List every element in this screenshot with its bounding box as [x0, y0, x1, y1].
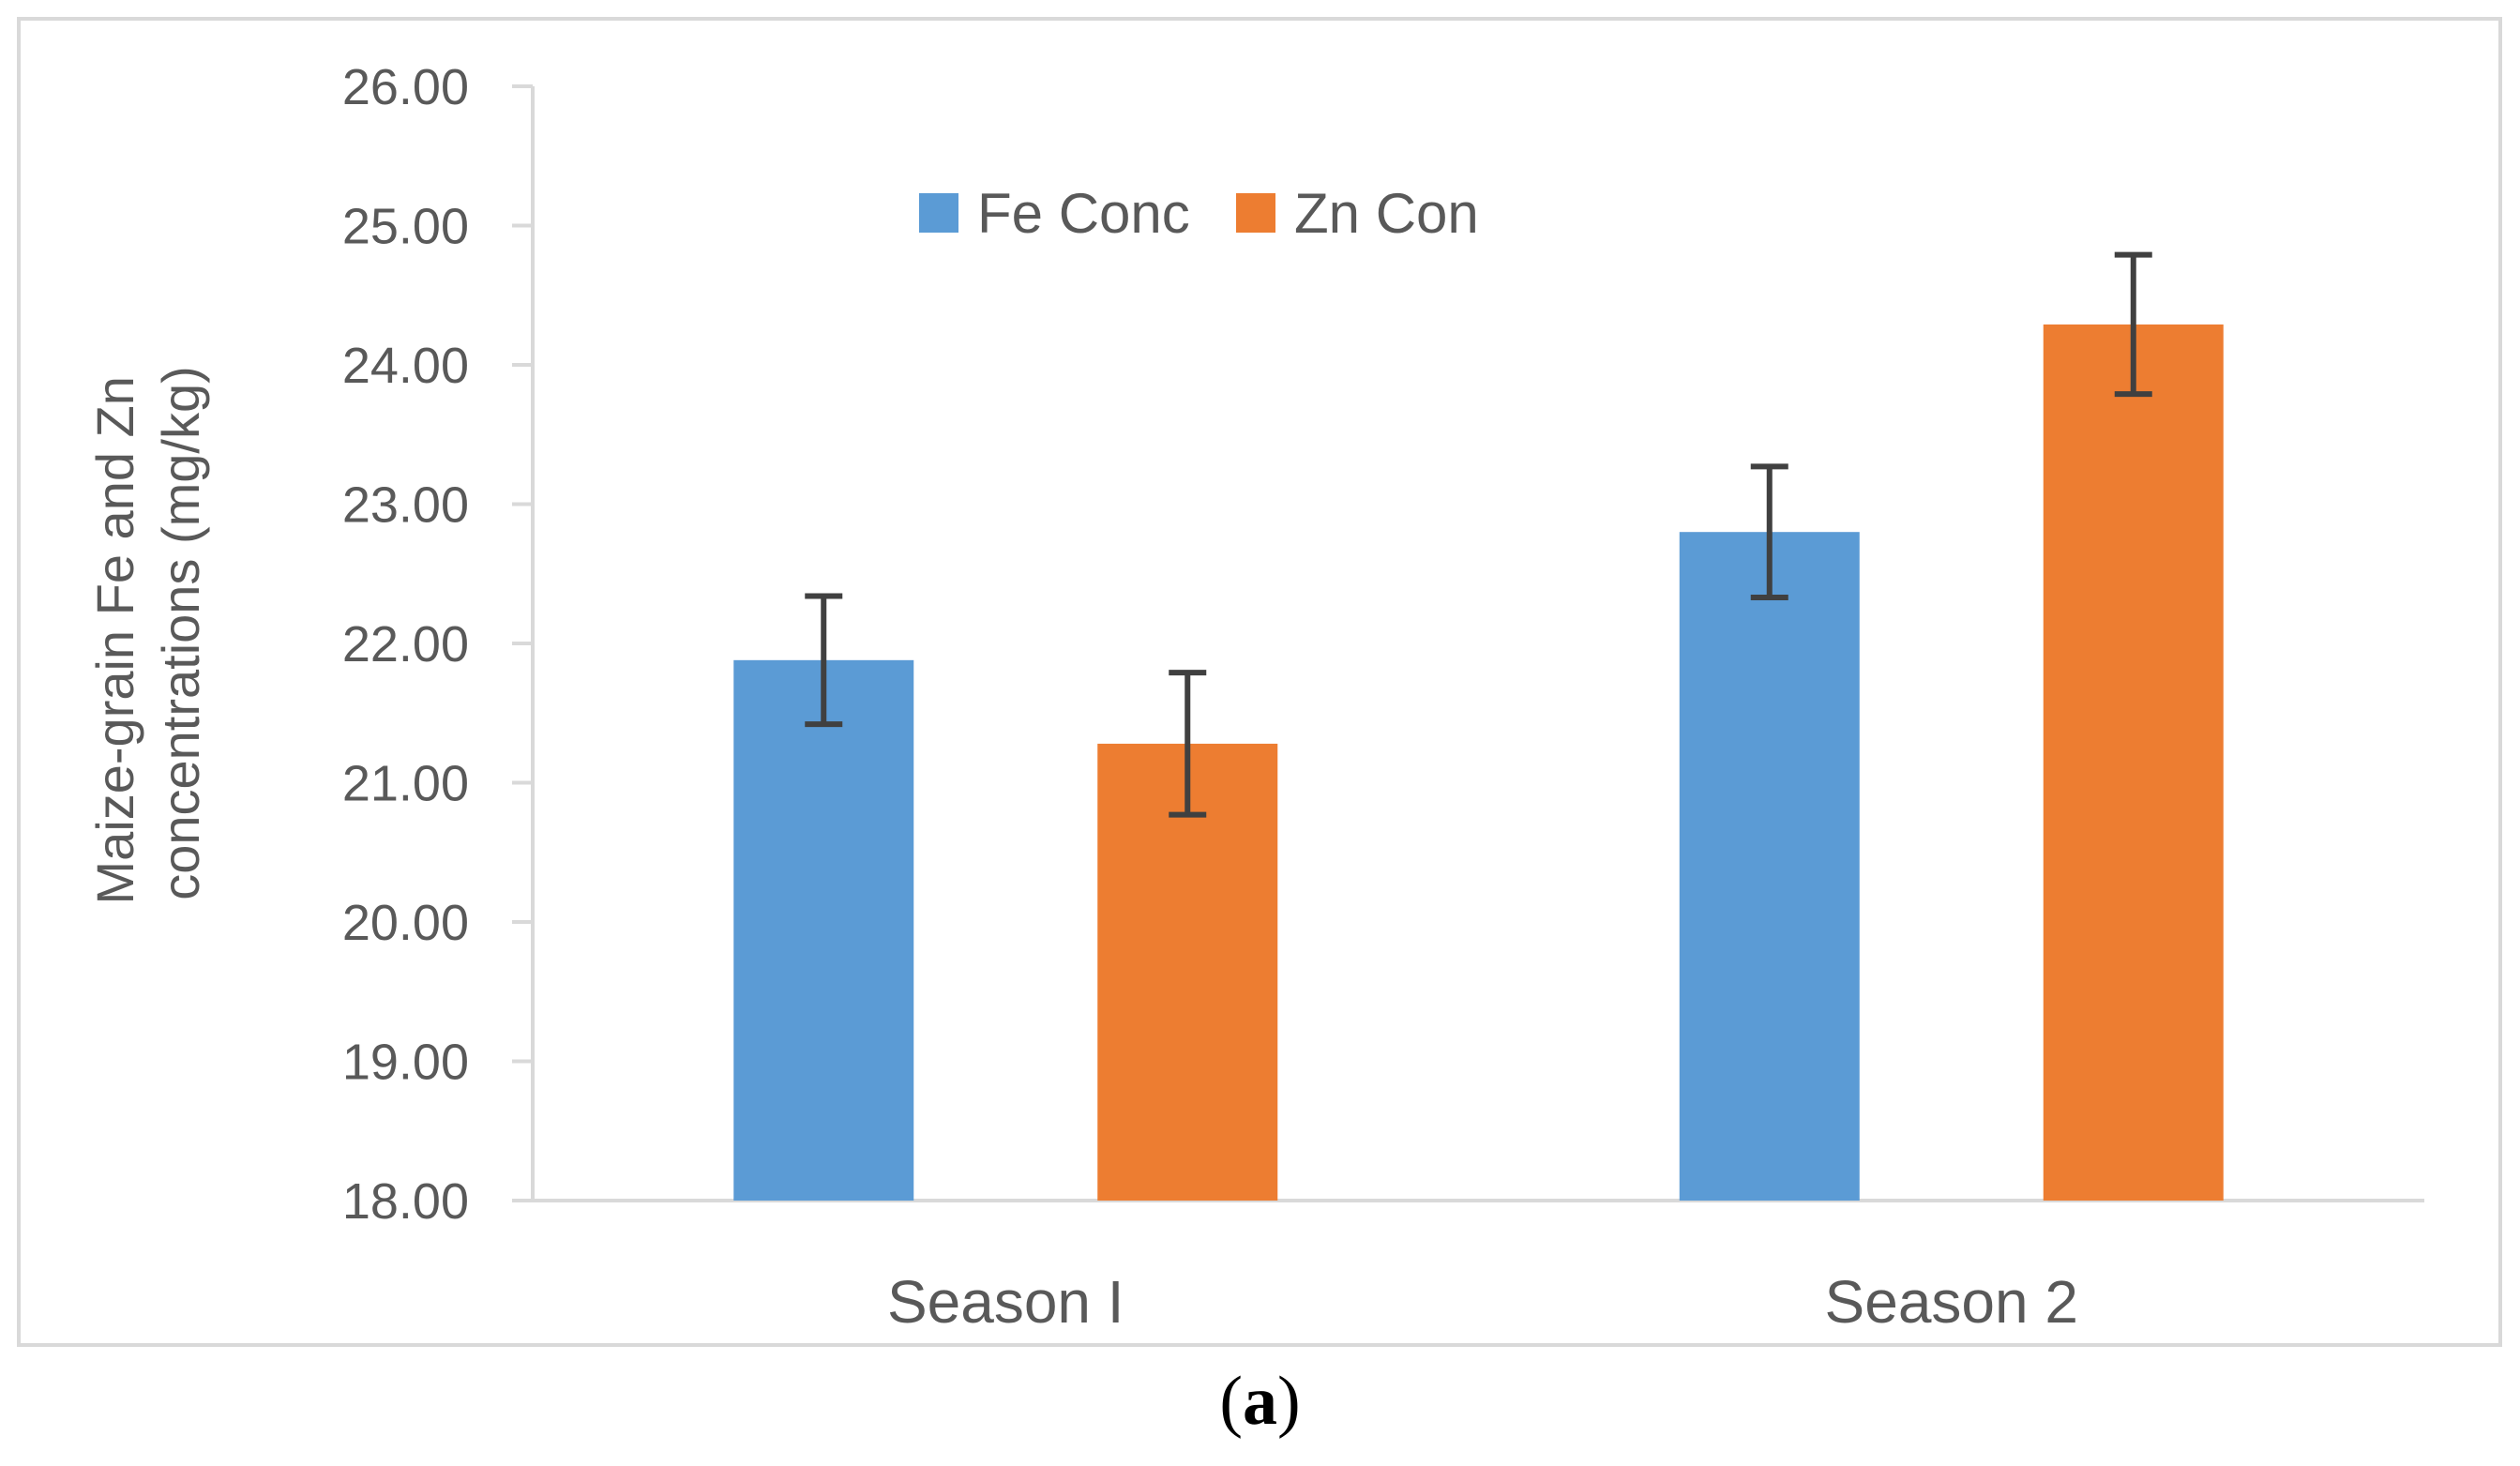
x-category-label: Season I — [887, 1268, 1124, 1336]
bar-zn-con-2 — [2043, 324, 2224, 1201]
figure-caption: (a) — [0, 1362, 2520, 1442]
y-tick-label: 25.00 — [342, 199, 469, 255]
x-category-label: Season 2 — [1825, 1268, 2078, 1336]
y-tick-label: 20.00 — [342, 895, 469, 951]
legend-swatch — [1236, 193, 1275, 233]
svg-text:Maize-grain Fe and Zn co: Maize-grain Fe and Zn concentrations (mg… — [85, 362, 210, 905]
y-tick-label: 23.00 — [342, 477, 469, 534]
y-tick-label: 26.00 — [342, 59, 469, 115]
legend-swatch — [919, 193, 958, 233]
y-tick-label: 18.00 — [342, 1173, 469, 1230]
legend-label: Zn Con — [1294, 182, 1479, 245]
y-axis-label-line-2: concentrations (mg/kg) — [151, 366, 210, 900]
y-tick-label: 22.00 — [342, 616, 469, 673]
error-bar — [805, 593, 843, 728]
y-tick-label: 24.00 — [342, 338, 469, 394]
y-tick-label: 21.00 — [342, 756, 469, 812]
y-axis-label-line-1: Maize-grain Fe and Zn — [85, 376, 144, 904]
y-tick-label: 19.00 — [342, 1035, 469, 1091]
bar-fe-conc-1 — [733, 659, 914, 1201]
error-bar — [2114, 251, 2152, 398]
bar-fe-conc-2 — [1679, 532, 1860, 1201]
caption-close: ) — [1277, 1363, 1301, 1440]
caption-letter: a — [1243, 1363, 1277, 1440]
error-bar — [1750, 463, 1788, 600]
y-axis-label: Maize-grain Fe and Zn concentrations (mg… — [85, 362, 210, 905]
caption-open: ( — [1219, 1363, 1243, 1440]
error-bar — [1169, 670, 1207, 818]
legend-label: Fe Conc — [977, 182, 1190, 245]
bar-zn-con-1 — [1097, 743, 1278, 1201]
legend: Fe Conc Zn Con — [919, 182, 1479, 245]
